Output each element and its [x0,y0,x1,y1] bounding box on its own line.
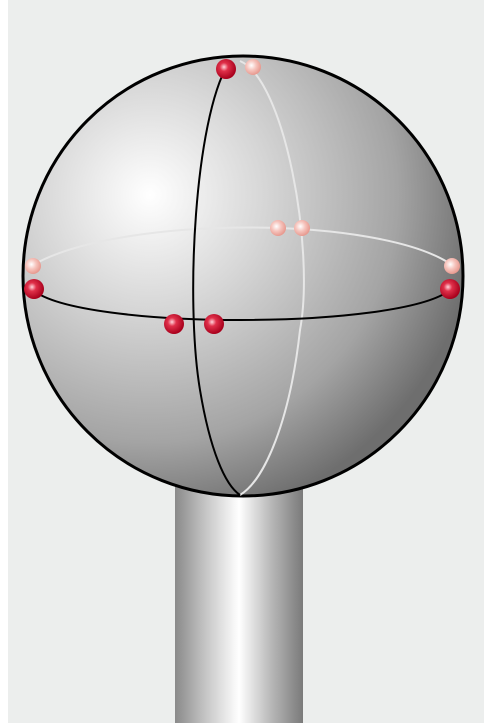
pole [175,465,303,723]
point [216,59,236,79]
front-points [24,59,460,334]
front-meridian [192,63,241,496]
point [294,220,310,236]
point [444,258,460,274]
point [440,279,460,299]
back-meridian [239,60,305,496]
point [164,314,184,334]
sphere [21,54,465,498]
point [25,258,41,274]
back-points [25,59,460,274]
front-equator [32,289,451,321]
back-equator [32,226,453,266]
point [245,59,261,75]
point [204,314,224,334]
point [24,279,44,299]
point [270,220,286,236]
